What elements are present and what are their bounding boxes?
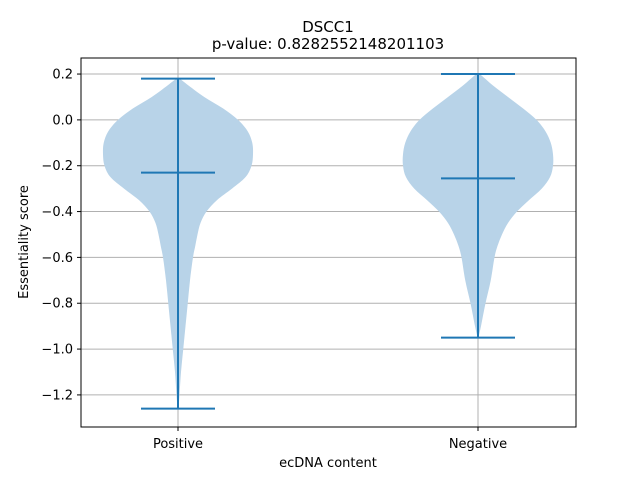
chart-title: DSCC1 (302, 18, 354, 36)
y-tick-label: −1.0 (41, 343, 73, 358)
y-tick-label: −0.8 (41, 297, 73, 312)
chart-subtitle: p-value: 0.8282552148201103 (212, 35, 444, 53)
violin-layer (102, 72, 554, 411)
y-tick-label: −0.4 (41, 205, 73, 220)
y-tick-label: −0.2 (41, 159, 73, 174)
y-tick-label: 0.2 (52, 68, 73, 83)
x-axis-label: ecDNA content (279, 456, 377, 471)
x-tick-label-positive: Positive (153, 437, 203, 452)
y-tick-label: −1.2 (41, 388, 73, 403)
axes-layer: 0.2 0.0 −0.2 −0.4 −0.6 −0.8 −1.0 −1.2 Positive Ne… (41, 57, 577, 452)
stats-layer (141, 73, 515, 410)
y-tick-label: −0.6 (41, 251, 73, 266)
y-axis-label: Essentiality score (17, 185, 32, 299)
plot-frame (80, 57, 577, 428)
x-tick-label-negative: Negative (449, 437, 507, 452)
y-tick-label: 0.0 (52, 113, 73, 128)
